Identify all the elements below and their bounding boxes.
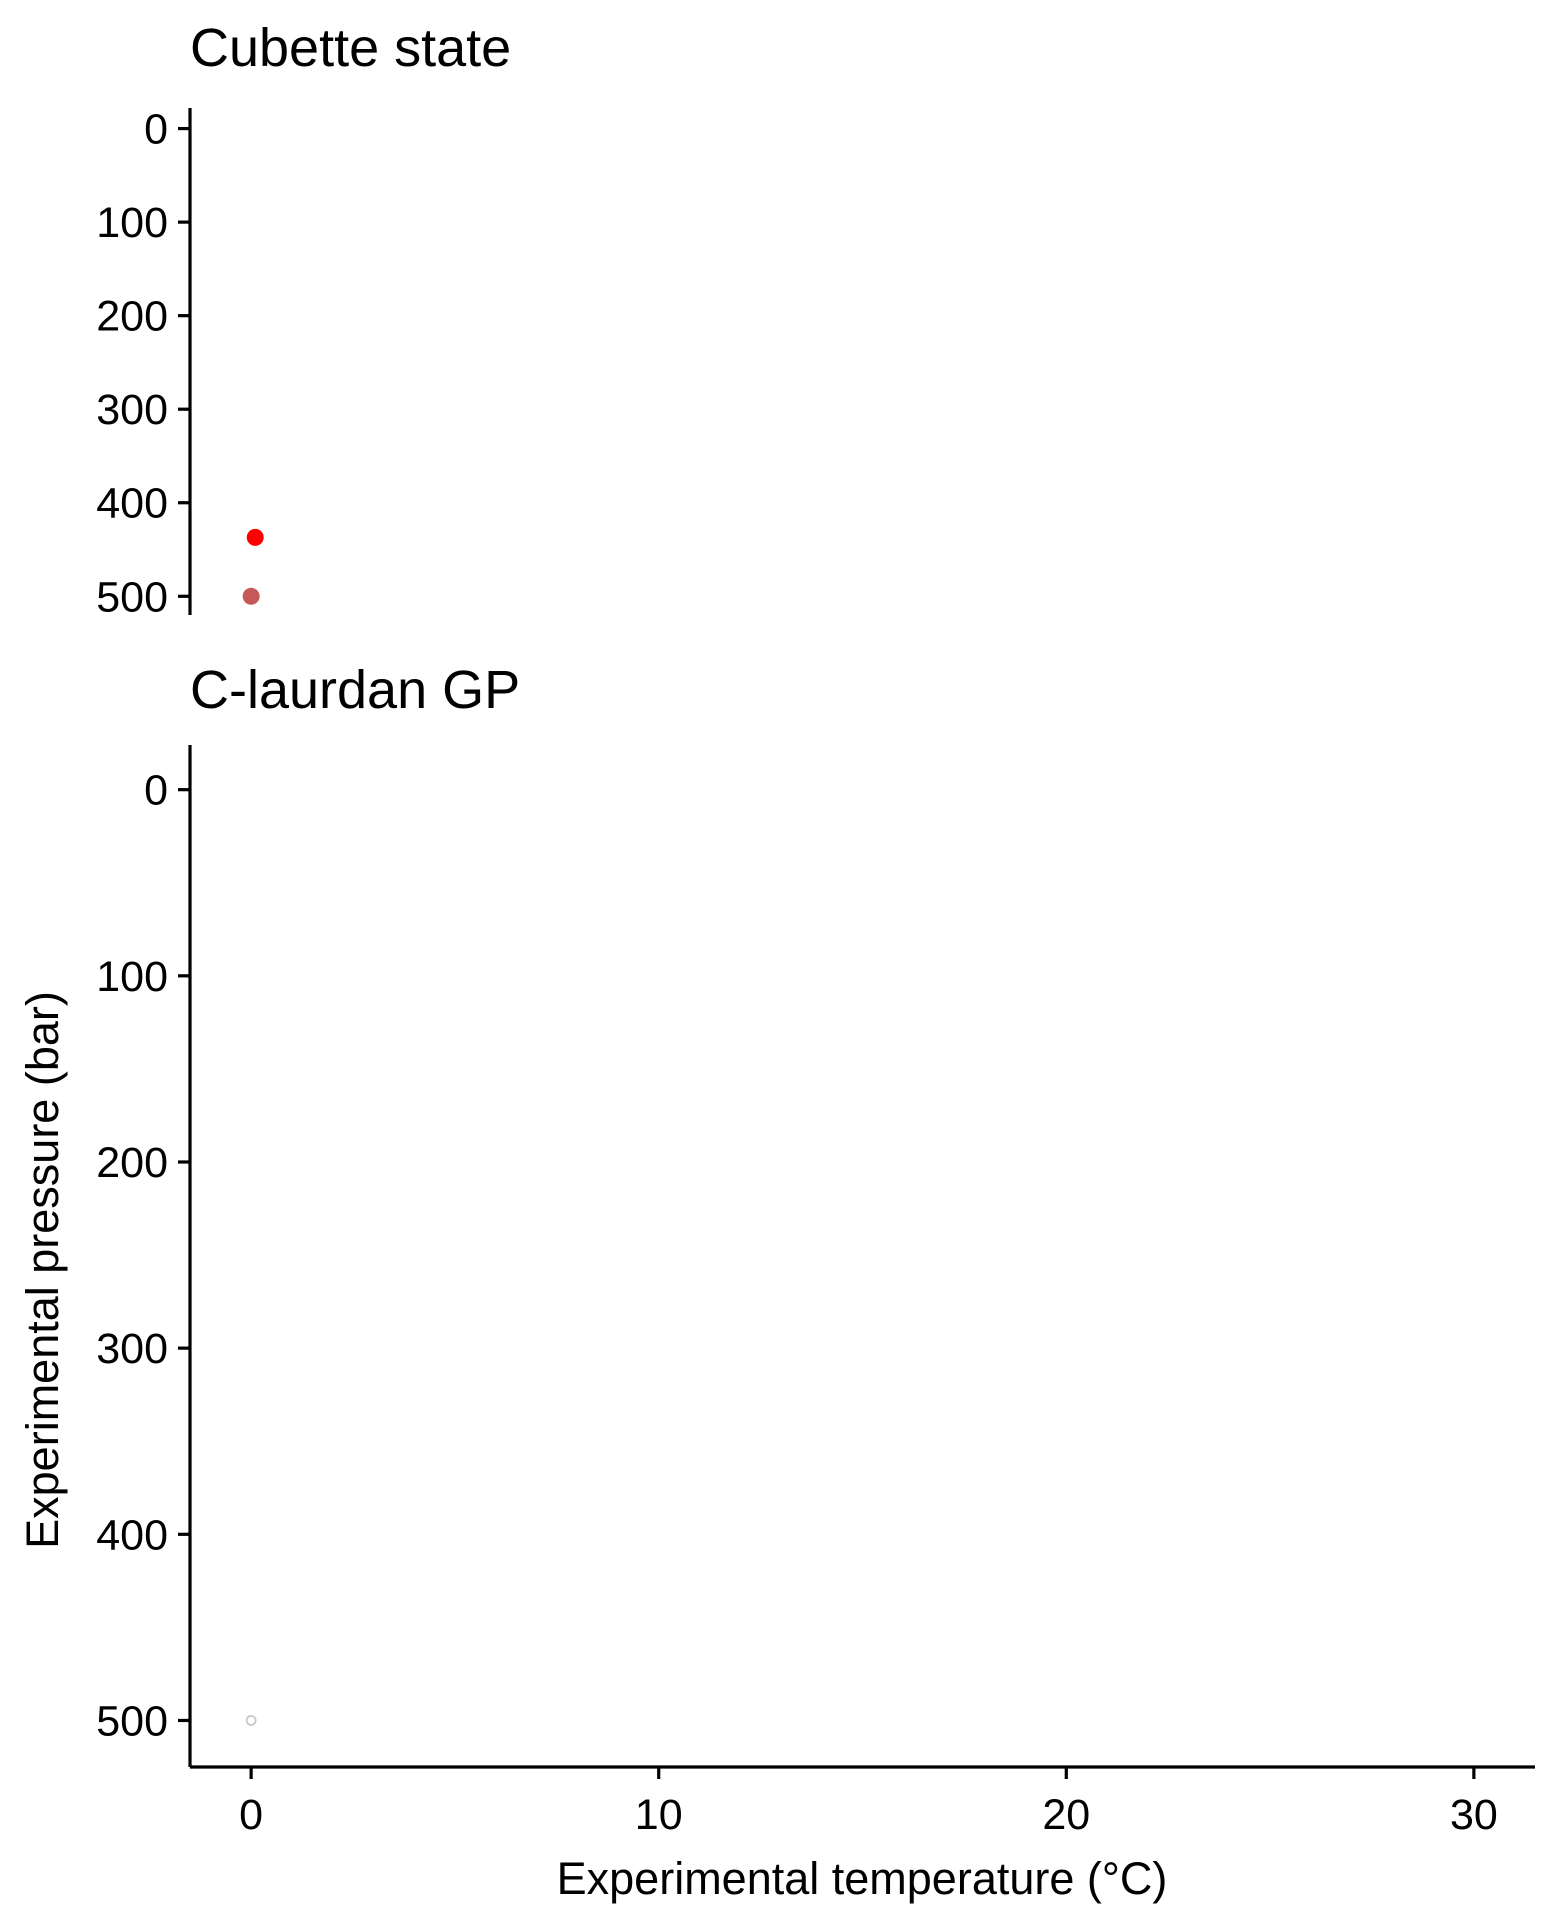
x-tick-label: 30 [1450,1791,1498,1839]
y-tick-label: 0 [144,767,168,815]
x-axis: 0 10 20 30 [190,1765,1535,1839]
panel-cubette-state: Cubette state 0 100 200 300 400 500 [96,18,511,621]
plot-area [245,1715,257,1726]
y-tick-label: 100 [96,953,168,1001]
y-tick-label: 300 [96,386,168,434]
y-axis: 0 100 200 300 400 500 [96,745,192,1767]
y-tick-label: 400 [96,480,168,528]
data-point [242,587,260,605]
x-tick-label: 20 [1042,1791,1090,1839]
y-tick-label: 0 [144,106,168,154]
y-axis: 0 100 200 300 400 500 [96,106,192,621]
x-tick-label: 0 [239,1791,263,1839]
y-tick-label: 400 [96,1511,168,1559]
y-tick-label: 500 [96,573,168,621]
data-point [246,528,264,546]
panel-title: Cubette state [190,18,511,78]
y-tick-label: 500 [96,1697,168,1745]
panel-title: C-laurdan GP [190,660,520,720]
y-tick-label: 200 [96,1139,168,1187]
panel-c-laurdan-gp: C-laurdan GP 0 100 200 300 400 500 0 10 20 30 Ex… [17,660,1535,1904]
plot-area [242,528,264,605]
x-tick-label: 10 [635,1791,683,1839]
y-tick-label: 300 [96,1325,168,1373]
x-axis-title: Experimental temperature (°C) [557,1853,1168,1904]
y-axis-title: Experimental pressure (bar) [17,991,68,1549]
y-tick-label: 100 [96,199,168,247]
y-tick-label: 200 [96,293,168,341]
data-point [245,1715,257,1726]
